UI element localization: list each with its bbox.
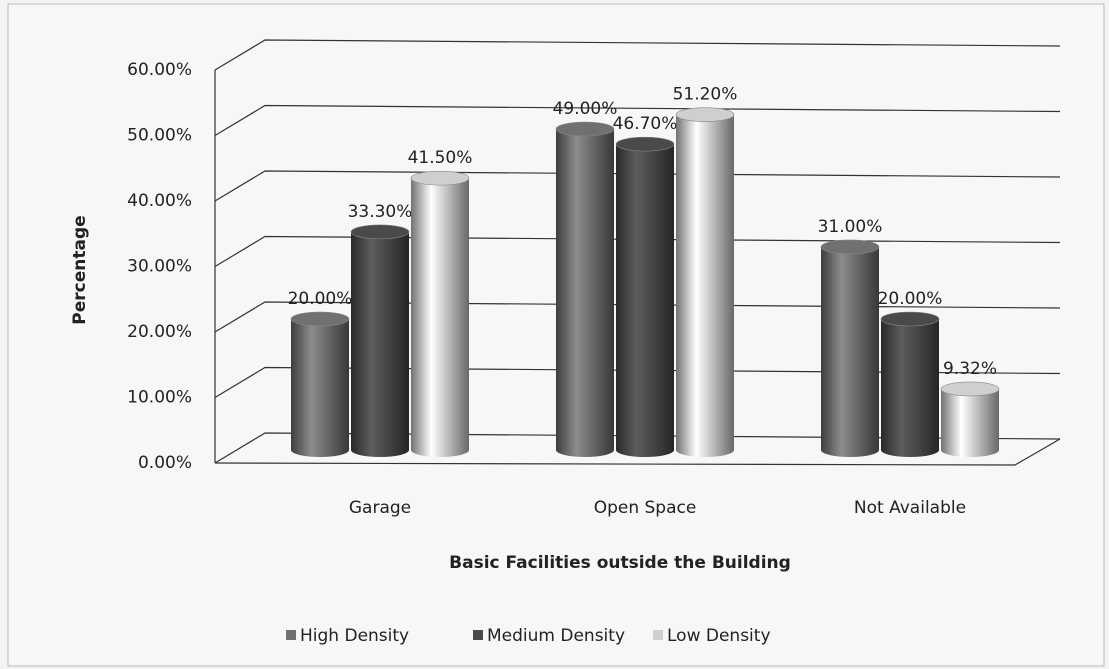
bar-body — [411, 178, 469, 451]
bar — [410, 170, 470, 457]
y-tick-label: 10.00% — [127, 388, 192, 408]
grid-line — [214, 104, 1061, 137]
data-label: 49.00% — [553, 99, 618, 119]
bar-top — [350, 224, 410, 240]
legend-label: Low Density — [667, 626, 771, 646]
bar-top — [290, 311, 350, 327]
bar-top — [615, 136, 675, 152]
bar-body — [351, 231, 409, 450]
bar — [820, 239, 880, 457]
data-label: 46.70% — [613, 114, 678, 134]
x-tick-label: Garage — [349, 498, 411, 518]
x-tick-label: Not Available — [854, 498, 966, 518]
grid-line — [214, 301, 1061, 333]
bar-body — [616, 144, 674, 451]
legend-swatch — [653, 630, 663, 640]
data-label: 20.00% — [878, 289, 943, 309]
grid-line — [214, 170, 1061, 202]
floor — [214, 438, 1061, 466]
bar-top — [675, 107, 735, 122]
bar-top — [880, 311, 940, 327]
bar-body — [291, 319, 349, 450]
bar-body — [821, 246, 879, 450]
grid-line — [214, 432, 1061, 464]
data-label: 41.50% — [408, 148, 473, 168]
bar-body — [881, 319, 939, 450]
y-tick-label: 20.00% — [127, 322, 192, 342]
bar — [880, 311, 940, 457]
data-label: 51.20% — [673, 85, 738, 105]
bar-body — [676, 114, 734, 450]
data-label: 33.30% — [348, 202, 413, 222]
bar — [555, 121, 615, 457]
legend-swatch — [473, 630, 483, 640]
bar — [290, 311, 350, 457]
bar — [615, 136, 675, 457]
data-label: 31.00% — [818, 217, 883, 237]
bar-top — [555, 121, 615, 137]
y-tick-label: 40.00% — [127, 191, 192, 211]
y-tick-label: 60.00% — [127, 60, 192, 80]
bar-top — [940, 381, 1000, 397]
bar-body — [556, 129, 614, 451]
bar-top — [820, 239, 880, 255]
y-tick-label: 0.00% — [138, 453, 192, 473]
y-axis-title: Percentage — [70, 215, 90, 324]
bar — [675, 107, 735, 457]
legend-swatch — [286, 630, 296, 640]
data-label: 20.00% — [288, 289, 353, 309]
y-tick-label: 30.00% — [127, 257, 192, 277]
bar-body — [941, 388, 999, 450]
bar — [350, 224, 410, 457]
x-tick-label: Open Space — [594, 498, 697, 518]
bar — [940, 381, 1000, 457]
y-tick-label: 50.00% — [127, 126, 192, 146]
data-label: 9.32% — [943, 359, 997, 379]
x-axis-title: Basic Facilities outside the Building — [449, 553, 791, 573]
bar-top — [410, 170, 470, 186]
grid-line — [214, 39, 1061, 71]
grid-line — [214, 235, 1061, 268]
grid-line — [214, 366, 1061, 399]
legend-label: High Density — [300, 626, 409, 646]
legend-label: Medium Density — [487, 626, 625, 646]
